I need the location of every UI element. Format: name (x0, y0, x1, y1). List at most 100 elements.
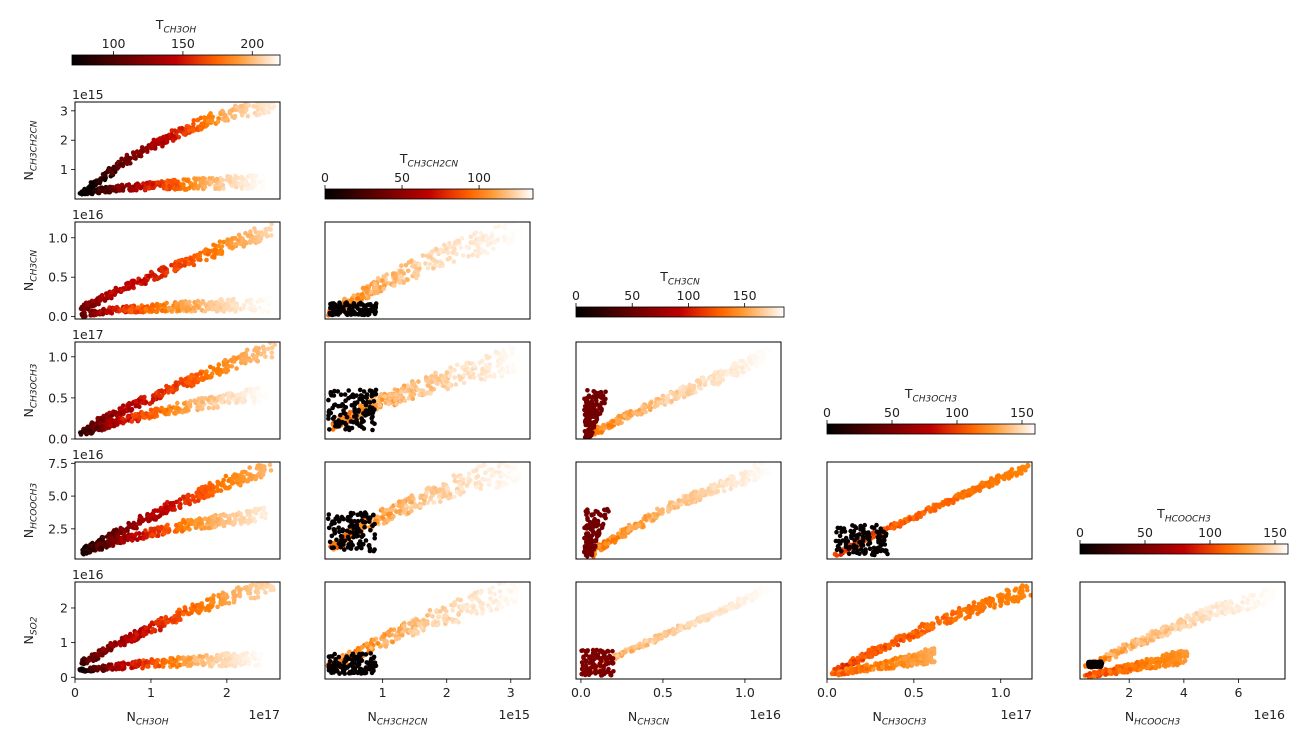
data-point (232, 597, 237, 603)
data-point (218, 488, 224, 493)
data-point (222, 659, 227, 665)
data-point (468, 478, 473, 483)
data-point (430, 622, 436, 628)
data-point (250, 352, 256, 358)
data-point (447, 491, 453, 497)
data-point (153, 406, 159, 412)
data-point (209, 371, 215, 377)
data-point (144, 180, 150, 186)
data-point (515, 582, 520, 587)
colorbar-gradient (324, 188, 534, 200)
data-point (390, 639, 396, 645)
data-point (226, 656, 232, 662)
data-point (177, 503, 182, 509)
data-point (143, 625, 148, 631)
data-point (326, 525, 332, 531)
data-point (230, 393, 235, 398)
data-point (445, 486, 451, 491)
data-point (184, 178, 190, 184)
data-point (227, 110, 233, 116)
data-point (245, 471, 250, 477)
data-point (470, 252, 476, 258)
data-point (455, 597, 461, 602)
data-point (372, 311, 378, 317)
data-point (510, 346, 516, 351)
data-point (215, 405, 220, 410)
data-point (136, 183, 141, 189)
data-point (110, 166, 116, 171)
data-point (349, 297, 354, 303)
data-point (143, 306, 149, 312)
data-point (244, 347, 250, 353)
data-point (381, 274, 386, 279)
data-point (329, 533, 335, 539)
data-point (366, 519, 372, 524)
data-point (431, 500, 437, 505)
data-point (483, 374, 489, 379)
y-axis-label: NCH3CH2CN (21, 120, 40, 180)
data-point (150, 185, 155, 190)
data-point (211, 367, 217, 372)
data-point (418, 503, 423, 509)
data-point (189, 610, 194, 616)
data-point (176, 655, 181, 660)
data-point (491, 246, 496, 251)
data-point (479, 358, 485, 364)
data-point (428, 250, 434, 256)
data-point (247, 297, 252, 303)
data-point (238, 241, 243, 246)
data-point (182, 259, 188, 265)
colorbar-tick-label: 150 (1263, 525, 1287, 540)
data-point (372, 281, 378, 287)
data-point (159, 265, 164, 271)
data-point (97, 186, 102, 192)
data-point (195, 609, 200, 614)
data-point (409, 500, 414, 505)
data-point (218, 181, 223, 187)
data-point (514, 594, 519, 600)
data-point (425, 390, 430, 396)
data-point (325, 516, 331, 522)
data-point (156, 525, 162, 531)
data-point (199, 485, 205, 490)
data-point (221, 481, 226, 487)
data-point (129, 538, 135, 543)
data-point (424, 253, 430, 259)
data-point (192, 181, 198, 187)
data-point (484, 369, 489, 374)
data-point (228, 357, 234, 363)
data-point (143, 278, 149, 284)
data-point (159, 393, 165, 398)
data-point (498, 462, 503, 467)
data-point (144, 664, 150, 669)
data-point (486, 366, 492, 371)
plot-frame (74, 581, 281, 680)
data-point (456, 612, 462, 617)
data-point (179, 301, 184, 307)
data-point (437, 487, 443, 492)
data-point (126, 520, 131, 526)
data-point (199, 121, 205, 127)
data-point (494, 606, 500, 612)
data-point (214, 657, 219, 662)
data-point (167, 185, 173, 190)
data-point (202, 184, 208, 190)
data-point (389, 507, 394, 513)
data-point (95, 190, 101, 196)
data-point (156, 663, 162, 669)
data-point (424, 490, 429, 496)
data-point (364, 642, 370, 647)
data-point (162, 266, 168, 271)
data-point (428, 385, 434, 391)
data-point (210, 661, 216, 667)
data-point (523, 226, 528, 231)
data-point (361, 389, 367, 394)
data-point (213, 186, 218, 191)
data-point (371, 399, 377, 404)
data-point (132, 533, 137, 538)
data-point (215, 517, 220, 522)
data-point (252, 183, 257, 188)
data-point (433, 486, 438, 491)
